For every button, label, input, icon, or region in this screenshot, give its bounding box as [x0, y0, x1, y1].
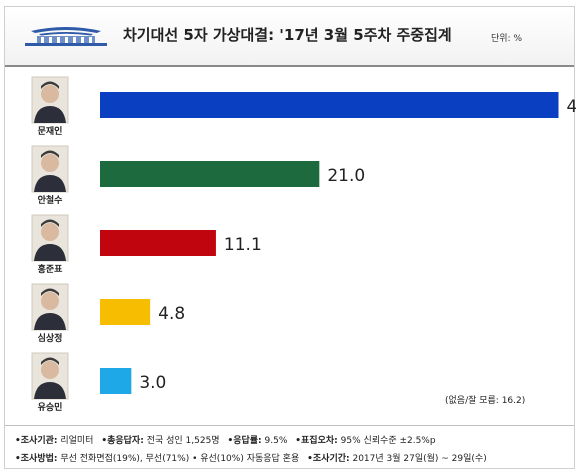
- candidate-name: 유승민: [38, 401, 63, 413]
- candidate-hair: [41, 219, 59, 227]
- bar: [100, 368, 132, 394]
- note-value: 2017년 3월 27일(월) ~ 29일(수): [349, 454, 487, 464]
- candidate-suit: [34, 175, 66, 192]
- bar: [100, 299, 151, 325]
- note-value: 무선 전화면접(19%), 무선(71%) • 유선(10%) 자동응답 혼용: [57, 454, 300, 464]
- bar-value-label: 43.9: [567, 97, 576, 117]
- candidate-name: 안철수: [38, 194, 63, 206]
- note-value: 리얼미터: [57, 436, 94, 446]
- candidate-suit: [34, 106, 66, 123]
- blue-house-logo: [25, 27, 107, 46]
- chart-header: 차기대선 5자 가상대결: '17년 3월 5주차 주중집계 단위: %: [5, 7, 574, 65]
- note-label: •조사기간:: [307, 454, 350, 464]
- note-label: •총응답자:: [101, 436, 144, 446]
- bar: [100, 92, 559, 118]
- candidate-face: [41, 223, 59, 241]
- candidate-hair: [41, 357, 59, 365]
- notes-line-1: •조사기관: 리얼미터 •총응답자: 전국 성인 1,525명 •응답률: 9.…: [15, 432, 574, 450]
- candidate-hair: [41, 81, 59, 89]
- undecided-footnote: (없음/잘 모름: 16.2): [445, 396, 526, 406]
- note-label: •응답률:: [227, 436, 262, 446]
- bar-value-label: 11.1: [224, 235, 262, 255]
- note-value: 9.5%: [261, 436, 288, 446]
- candidate-hair: [41, 150, 59, 158]
- candidate-suit: [34, 382, 66, 399]
- bar-value-label: 3.0: [139, 373, 166, 393]
- chart-title: 차기대선 5자 가상대결: '17년 3월 5주차 주중집계: [123, 26, 452, 44]
- candidate-face: [41, 361, 59, 379]
- notes-line-2: •조사방법: 무선 전화면접(19%), 무선(71%) • 유선(10%) 자…: [15, 450, 574, 468]
- note-label: •조사기관:: [15, 436, 58, 446]
- header-divider: [5, 65, 574, 67]
- survey-notes: •조사기관: 리얼미터 •총응답자: 전국 성인 1,525명 •응답률: 9.…: [5, 425, 574, 470]
- bar: [100, 230, 216, 256]
- bar-chart: 문재인 43.9 안철수 21.0 홍준표 11.1 심상정 4.8 유승민 3.0: [31, 76, 576, 413]
- bar: [100, 161, 320, 187]
- candidate-face: [41, 85, 59, 103]
- candidate-name: 홍준표: [38, 263, 64, 275]
- note-value: 95% 신뢰수준 ±2.5%p: [337, 436, 436, 446]
- candidate-suit: [34, 313, 66, 330]
- candidate-hair: [41, 288, 59, 296]
- chart-card: 차기대선 5자 가상대결: '17년 3월 5주차 주중집계 단위: % 문재인…: [4, 6, 576, 470]
- bar-value-label: 4.8: [158, 304, 185, 324]
- candidate-face: [41, 154, 59, 172]
- note-label: •표집오차:: [295, 436, 338, 446]
- note-label: •조사방법:: [15, 454, 58, 464]
- bar-value-label: 21.0: [327, 166, 365, 186]
- candidate-name: 심상정: [38, 332, 63, 344]
- candidate-suit: [34, 244, 66, 261]
- candidate-name: 문재인: [38, 125, 63, 137]
- unit-label: 단위: %: [491, 34, 523, 44]
- note-value: 전국 성인 1,525명: [143, 436, 220, 446]
- candidate-face: [41, 292, 59, 310]
